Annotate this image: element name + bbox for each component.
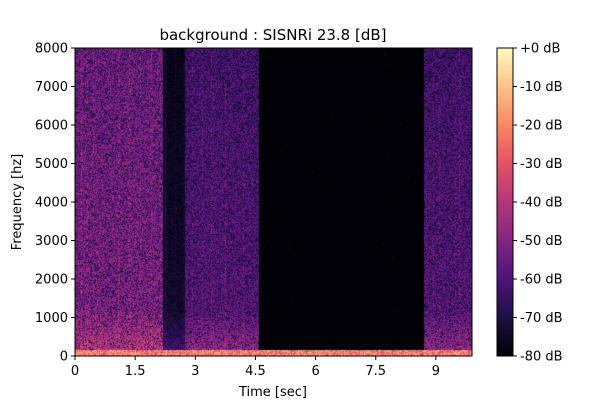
colorbar-tick-label: -30 dB <box>520 157 563 172</box>
y-axis: 0 1000 2000 3000 4000 5000 6000 7000 8000 <box>35 42 75 365</box>
x-tick-label: 3 <box>191 364 199 379</box>
colorbar-gradient <box>497 48 513 356</box>
x-tick-label: 7.5 <box>365 364 386 379</box>
y-axis-label: Frequency [hz] <box>10 154 25 251</box>
y-tick-label: 4000 <box>35 196 68 211</box>
x-axis-label: Time [sec] <box>238 385 307 400</box>
y-tick-label: 0 <box>60 350 68 365</box>
y-tick-label: 8000 <box>35 42 68 57</box>
colorbar-ticks: +0 dB -10 dB -20 dB -30 dB -40 dB -50 dB -60 d… <box>513 42 563 365</box>
colorbar-tick-label: -20 dB <box>520 119 563 134</box>
y-tick-label: 1000 <box>35 311 68 326</box>
x-axis: 0 1.5 3 4.5 6 7.5 9 <box>71 356 440 379</box>
x-tick-label: 9 <box>432 364 440 379</box>
y-tick-label: 2000 <box>35 273 68 288</box>
colorbar-tick-label: -50 dB <box>520 234 563 249</box>
y-tick-label: 6000 <box>35 119 68 134</box>
colorbar-tick-label: -70 dB <box>520 311 563 326</box>
colorbar-tick-label: -10 dB <box>520 80 563 95</box>
colorbar-tick-label: -60 dB <box>520 273 563 288</box>
x-tick-label: 4.5 <box>245 364 266 379</box>
colorbar-tick-label: +0 dB <box>520 42 560 57</box>
y-tick-label: 5000 <box>35 157 68 172</box>
x-tick-label: 6 <box>311 364 319 379</box>
colorbar: +0 dB -10 dB -20 dB -30 dB -40 dB -50 dB -60 d… <box>496 42 563 365</box>
colorbar-tick-label: -40 dB <box>520 196 563 211</box>
y-tick-label: 3000 <box>35 234 68 249</box>
chart-title: background : SISNRi 23.8 [dB] <box>159 26 386 44</box>
x-tick-label: 0 <box>71 364 79 379</box>
colorbar-tick-label: -80 dB <box>520 350 563 365</box>
y-tick-label: 7000 <box>35 80 68 95</box>
spectrogram-image <box>75 48 472 356</box>
spectrogram-plot-area <box>74 47 473 357</box>
x-tick-label: 1.5 <box>125 364 146 379</box>
